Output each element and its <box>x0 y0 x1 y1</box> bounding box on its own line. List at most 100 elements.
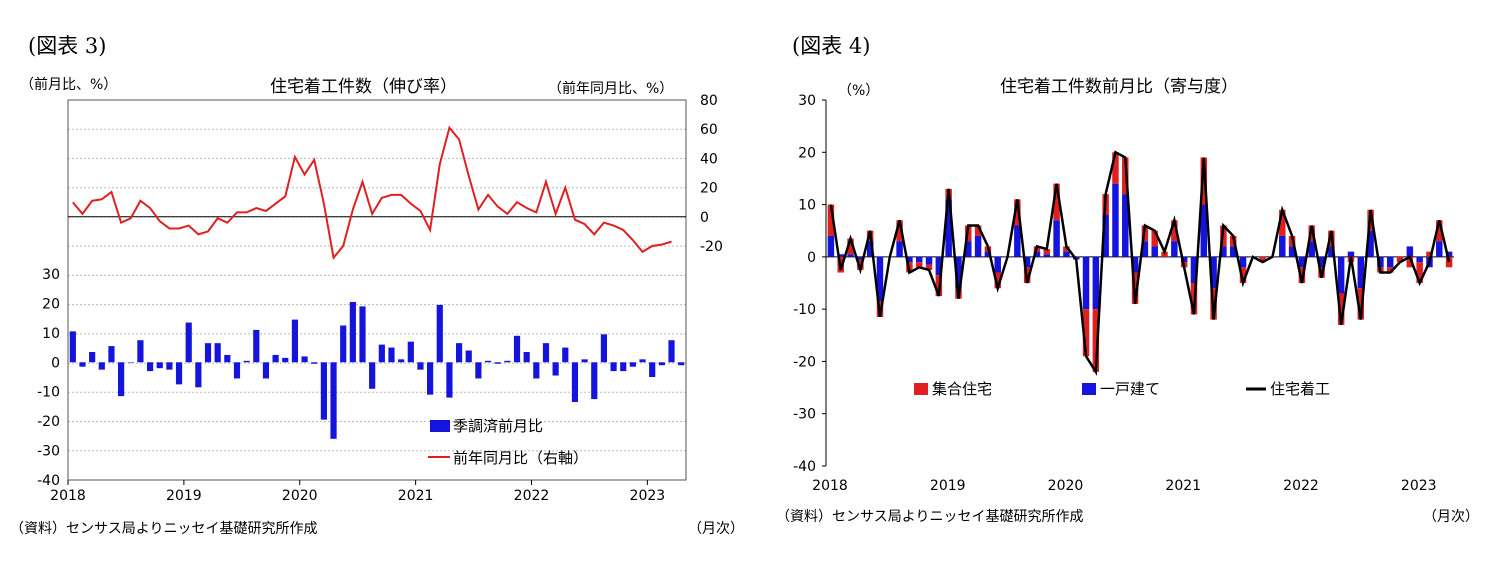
bar-single <box>1436 241 1443 257</box>
bar <box>427 362 434 395</box>
bar-multi <box>1259 256 1266 263</box>
bar-single <box>1406 246 1414 257</box>
bar-single <box>965 241 972 257</box>
fig4-title: 住宅着工件数前月比（寄与度） <box>1000 77 1238 97</box>
y-tick-label: -10 <box>793 302 816 318</box>
y-left-tick-label: -40 <box>37 473 60 489</box>
bar-single <box>857 256 864 260</box>
bar-multi <box>1436 220 1443 242</box>
bar-single <box>1386 256 1394 268</box>
bar <box>175 362 183 385</box>
bar <box>137 340 144 363</box>
bar-single <box>945 199 952 257</box>
bar-multi <box>1416 262 1423 283</box>
bar-single <box>1229 246 1237 257</box>
bar-single <box>1318 256 1325 268</box>
bar-single <box>866 241 874 257</box>
y-tick-label: 20 <box>798 145 816 161</box>
bar-single <box>1337 256 1345 294</box>
bar-single <box>984 251 992 257</box>
bar-single <box>1171 241 1178 257</box>
bar <box>668 340 675 363</box>
fig3-right-unit: （前年同月比、%） <box>548 81 674 97</box>
bar-multi <box>1426 251 1433 257</box>
x-tick-label: 2022 <box>1283 478 1319 494</box>
bar <box>214 343 221 363</box>
bar-multi <box>857 259 864 270</box>
bar-single <box>974 235 982 257</box>
chart-3: 30 20 10 0 -10 -20 -30 -40 80 60 40 20 0 -20 2018 2019 2… <box>37 93 723 504</box>
bar <box>591 362 598 400</box>
chart-4: 30 20 10 0 -10 -20 -30 -40 2018 2019 2020 2021 2022 2… <box>793 93 1454 494</box>
y-left-tick-label: -10 <box>37 385 60 401</box>
bar <box>620 362 627 372</box>
bar-single <box>1043 254 1051 257</box>
bar <box>552 362 559 376</box>
bar-single <box>1180 256 1188 263</box>
bar <box>272 354 279 363</box>
bar-single <box>1416 256 1423 263</box>
bar <box>658 362 665 366</box>
y-left-tick-label: 20 <box>42 296 60 312</box>
bar-multi <box>1386 267 1394 273</box>
total-line <box>829 150 1451 376</box>
bar-single <box>955 256 962 289</box>
y-left-tick-label: 10 <box>42 326 60 342</box>
bar <box>465 350 472 363</box>
legend-label: 前年同月比（右軸） <box>453 449 588 467</box>
y-tick-label: 10 <box>798 198 816 214</box>
bar-multi <box>1063 246 1070 252</box>
bar <box>233 362 241 379</box>
bar <box>224 354 231 363</box>
y-right-tick-label: -20 <box>700 239 723 255</box>
bar-multi <box>1053 183 1060 221</box>
bar-single <box>1131 256 1139 273</box>
bar-multi <box>994 272 1001 289</box>
y-right-tick-label: 20 <box>700 181 718 197</box>
bar-single <box>1279 235 1286 257</box>
bar <box>291 319 299 363</box>
bar-single <box>935 256 943 276</box>
bar <box>475 362 482 379</box>
bar <box>571 362 579 403</box>
bar <box>494 362 501 364</box>
bar-multi <box>1014 199 1021 226</box>
bar <box>398 359 405 363</box>
bar <box>407 341 414 363</box>
bar <box>436 304 443 363</box>
bar-single <box>906 256 913 263</box>
bar-single <box>1082 256 1090 310</box>
bar <box>446 362 453 398</box>
bar <box>359 306 366 363</box>
bar <box>610 362 617 372</box>
bar-multi <box>827 204 835 236</box>
bar <box>484 360 492 363</box>
bar-single <box>1200 204 1208 257</box>
bar <box>320 362 327 420</box>
fig3-x-unit: （月次） <box>688 521 744 537</box>
bar <box>349 301 356 363</box>
bar-single <box>1445 251 1453 257</box>
bar-single <box>876 256 884 302</box>
y-left-tick-label: -30 <box>37 444 60 460</box>
bar-single <box>1328 246 1335 257</box>
bar <box>455 343 463 363</box>
bar <box>79 362 86 367</box>
bar-single <box>994 256 1001 273</box>
y-right-tick-label: 0 <box>700 210 709 226</box>
bar-single <box>1122 194 1129 257</box>
bar <box>649 362 656 377</box>
bar-multi <box>1092 309 1100 372</box>
y-tick-label: 0 <box>807 250 816 266</box>
bar-multi <box>925 264 933 270</box>
bar-multi <box>1396 256 1404 263</box>
bar-multi <box>1082 309 1090 357</box>
legend-label: 季調済前月比 <box>453 417 543 435</box>
bar <box>639 359 646 363</box>
bar <box>417 362 424 370</box>
bar-single <box>1033 251 1041 257</box>
bar-single <box>1220 246 1227 257</box>
bar <box>127 362 134 363</box>
series-line <box>72 125 672 260</box>
bar <box>388 347 395 363</box>
